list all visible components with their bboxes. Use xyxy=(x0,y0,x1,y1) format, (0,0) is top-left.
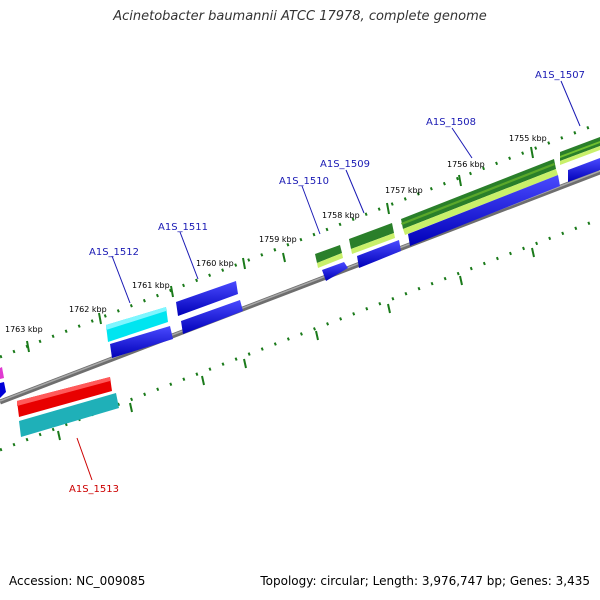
tick-label-1762: 1762 kbp xyxy=(69,305,107,314)
gene-label-a1s-1511[interactable]: A1S_1511 xyxy=(158,222,208,233)
genome-backbone xyxy=(0,169,600,405)
tick-label-1759: 1759 kbp xyxy=(259,235,297,244)
major-ticks-lower xyxy=(57,247,535,441)
gene-a1s-1509[interactable] xyxy=(349,223,401,268)
tick-track-upper xyxy=(0,121,600,359)
map-title: Acinetobacter baumannii ATCC 17978, comp… xyxy=(113,9,487,24)
tick-label-1760: 1760 kbp xyxy=(196,259,234,268)
major-ticks-upper xyxy=(26,146,534,353)
tick-label-1756: 1756 kbp xyxy=(447,160,485,169)
gene-a1s-1507[interactable] xyxy=(560,137,600,182)
gene-a1s-1510[interactable] xyxy=(315,245,348,281)
tick-label-1758: 1758 kbp xyxy=(322,211,360,220)
gene-label-a1s-1513[interactable]: A1S_1513 xyxy=(69,484,119,495)
gene-partial-blue[interactable] xyxy=(0,382,6,398)
accession-text: Accession: NC_009085 xyxy=(9,574,146,588)
gene-a1s-1508[interactable] xyxy=(401,159,560,246)
gene-a1s-1513[interactable] xyxy=(17,377,119,437)
gene-a1s-1512[interactable] xyxy=(106,307,173,358)
tick-label-1763: 1763 kbp xyxy=(5,325,43,334)
gene-a1s-1511[interactable] xyxy=(176,281,243,334)
tick-label-1761: 1761 kbp xyxy=(132,281,170,290)
gene-label-a1s-1509[interactable]: A1S_1509 xyxy=(320,159,370,170)
label-leaders xyxy=(76,80,581,481)
genome-summary-text: Topology: circular; Length: 3,976,747 bp… xyxy=(260,574,590,588)
gene-partial-magenta[interactable] xyxy=(0,367,4,379)
gene-label-a1s-1507[interactable]: A1S_1507 xyxy=(535,70,585,81)
gene-label-a1s-1510[interactable]: A1S_1510 xyxy=(279,176,329,187)
tick-label-1757: 1757 kbp xyxy=(385,186,423,195)
gene-label-a1s-1508[interactable]: A1S_1508 xyxy=(426,117,476,128)
tick-label-1755: 1755 kbp xyxy=(509,134,547,143)
gene-label-a1s-1512[interactable]: A1S_1512 xyxy=(89,247,139,258)
